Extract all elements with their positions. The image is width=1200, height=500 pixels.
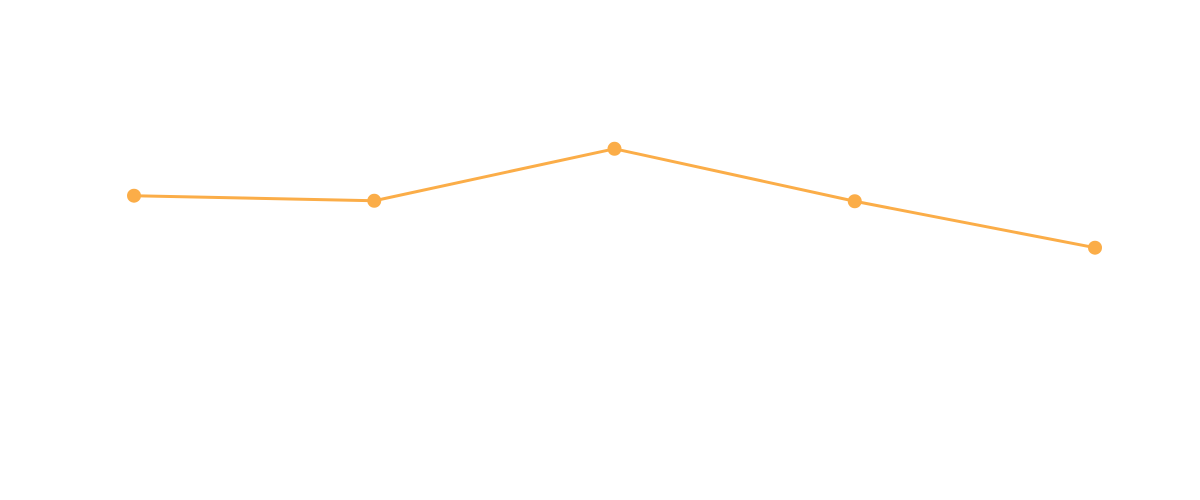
data-point[interactable]: [607, 141, 622, 156]
data-point[interactable]: [367, 193, 382, 208]
data-point[interactable]: [127, 188, 141, 203]
series-line: [132, 147, 1097, 250]
data-point[interactable]: [847, 194, 862, 209]
series-layer: [127, 141, 1102, 255]
data-point[interactable]: [1088, 240, 1102, 255]
